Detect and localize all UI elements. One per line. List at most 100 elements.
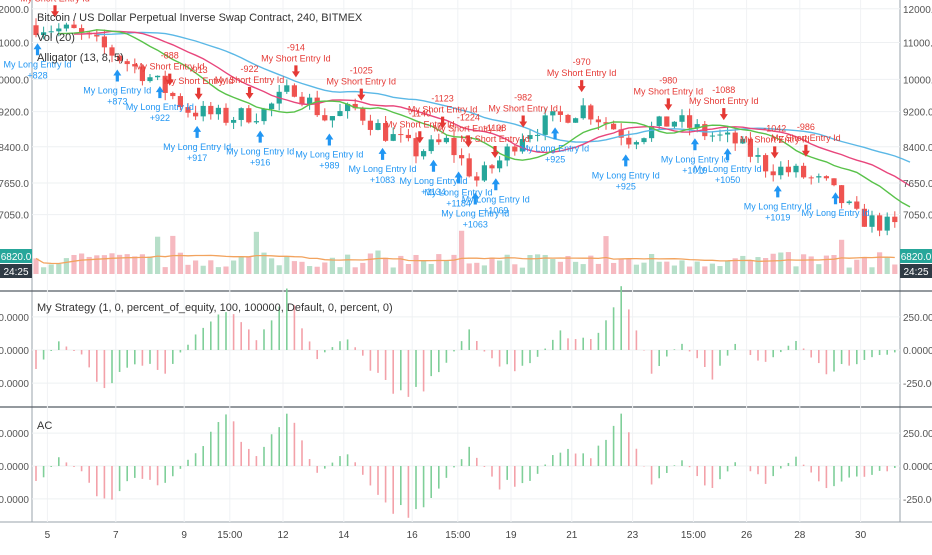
candle[interactable] bbox=[367, 114, 373, 136]
candle[interactable] bbox=[793, 163, 799, 178]
candle[interactable] bbox=[451, 130, 457, 163]
candle[interactable] bbox=[101, 29, 107, 55]
candle[interactable] bbox=[413, 132, 419, 164]
candle[interactable] bbox=[215, 104, 221, 120]
candle[interactable] bbox=[436, 133, 442, 145]
candle[interactable] bbox=[253, 113, 259, 125]
candle[interactable] bbox=[694, 119, 700, 133]
candle[interactable] bbox=[497, 156, 503, 173]
candle[interactable] bbox=[208, 102, 214, 120]
candle[interactable] bbox=[41, 26, 47, 40]
candle[interactable] bbox=[193, 105, 199, 120]
candle[interactable] bbox=[633, 140, 639, 150]
long-entry-marker[interactable]: My Long Entry Id+1069 bbox=[462, 178, 530, 215]
candle[interactable] bbox=[687, 108, 693, 136]
candle[interactable] bbox=[360, 106, 366, 126]
candle[interactable] bbox=[223, 103, 229, 126]
candle[interactable] bbox=[869, 210, 875, 233]
candle[interactable] bbox=[147, 73, 153, 83]
short-entry-marker[interactable]: My Short Entry Id-1042 bbox=[740, 123, 810, 159]
candle[interactable] bbox=[801, 162, 807, 179]
candle[interactable] bbox=[345, 102, 351, 119]
candle[interactable] bbox=[770, 164, 776, 182]
candle[interactable] bbox=[580, 98, 586, 120]
short-entry-marker[interactable]: My Short Entry Id-888 bbox=[135, 51, 205, 86]
candle[interactable] bbox=[63, 22, 69, 32]
candle[interactable] bbox=[618, 123, 624, 146]
candle[interactable] bbox=[322, 108, 328, 122]
candle[interactable] bbox=[177, 93, 183, 111]
candle[interactable] bbox=[375, 119, 381, 131]
candle[interactable] bbox=[626, 130, 632, 149]
candle[interactable] bbox=[33, 18, 39, 38]
short-entry-marker[interactable]: My Short Entry Id-1140 bbox=[385, 108, 455, 144]
candle[interactable] bbox=[238, 107, 244, 127]
long-entry-marker[interactable]: My Long Entry Id+1019 bbox=[661, 138, 729, 175]
candle[interactable] bbox=[785, 160, 791, 177]
long-entry-marker[interactable]: My Long Entry Id bbox=[801, 192, 870, 218]
candle[interactable] bbox=[519, 133, 525, 154]
short-entry-marker[interactable]: My Short Entry Id-1123 bbox=[408, 94, 478, 129]
candle[interactable] bbox=[48, 25, 54, 39]
candle[interactable] bbox=[512, 144, 518, 156]
candle[interactable] bbox=[747, 132, 753, 163]
candle[interactable] bbox=[132, 58, 138, 74]
candle[interactable] bbox=[854, 196, 860, 211]
candle[interactable] bbox=[466, 153, 472, 178]
candle[interactable] bbox=[390, 127, 396, 142]
candle[interactable] bbox=[139, 64, 145, 86]
long-entry-marker[interactable]: My Long Entry Id+873 bbox=[83, 69, 151, 106]
candle[interactable] bbox=[755, 147, 761, 163]
candle[interactable] bbox=[861, 203, 867, 227]
candle[interactable] bbox=[337, 103, 343, 117]
long-entry-marker[interactable]: My Long Entry Id+1050 bbox=[694, 148, 762, 185]
candle[interactable] bbox=[170, 91, 176, 100]
candle[interactable] bbox=[474, 172, 480, 187]
candle[interactable] bbox=[405, 129, 411, 142]
candle[interactable] bbox=[421, 149, 427, 160]
short-entry-marker[interactable]: My Short Entry Id-913 bbox=[164, 65, 234, 100]
candle[interactable] bbox=[877, 212, 883, 237]
short-entry-marker[interactable]: My Short Entry Id-1025 bbox=[327, 66, 397, 101]
long-entry-marker[interactable]: My Long Entry Id+925 bbox=[592, 154, 660, 191]
candle[interactable] bbox=[565, 113, 571, 124]
long-entry-marker[interactable]: My Long Entry Id+828 bbox=[3, 43, 72, 80]
candle[interactable] bbox=[459, 148, 465, 166]
short-entry-marker[interactable]: My Short Entry Id-982 bbox=[488, 92, 558, 128]
candle[interactable] bbox=[808, 175, 814, 185]
candle[interactable] bbox=[740, 136, 746, 145]
candle[interactable] bbox=[664, 116, 670, 127]
candle[interactable] bbox=[550, 111, 556, 122]
candle[interactable] bbox=[588, 103, 594, 125]
candle[interactable] bbox=[383, 115, 389, 142]
candle[interactable] bbox=[162, 70, 168, 101]
candle[interactable] bbox=[763, 153, 769, 178]
short-entry-marker[interactable]: My Short Entry Id-980 bbox=[634, 75, 704, 111]
candle[interactable] bbox=[778, 161, 784, 180]
long-entry-marker[interactable]: My Long Entry Id+1184 bbox=[425, 171, 493, 208]
short-entry-marker[interactable]: My Short Entry Id-986 bbox=[771, 122, 841, 157]
short-entry-marker[interactable]: My Short Entry Id-914 bbox=[261, 42, 331, 78]
candlestick-series[interactable] bbox=[33, 18, 898, 237]
candle[interactable] bbox=[557, 105, 563, 122]
candle[interactable] bbox=[846, 200, 852, 205]
candle[interactable] bbox=[307, 93, 313, 110]
candle[interactable] bbox=[185, 102, 191, 118]
candle[interactable] bbox=[284, 79, 290, 94]
candle[interactable] bbox=[527, 129, 533, 143]
candle[interactable] bbox=[679, 109, 685, 128]
candle[interactable] bbox=[725, 126, 731, 143]
candle[interactable] bbox=[428, 135, 434, 154]
candle[interactable] bbox=[398, 127, 404, 143]
trade-markers[interactable]: My Long Entry Id+828 My Long Entry Id+873… bbox=[3, 0, 869, 230]
short-entry-marker[interactable]: My Short Entry Id-970 bbox=[547, 57, 617, 93]
long-entry-marker[interactable]: My Long Entry Id+925 bbox=[521, 127, 589, 164]
short-entry-marker[interactable]: My Short Entry Id-1108 bbox=[460, 123, 530, 159]
long-entry-marker[interactable]: My Long Entry Id+1083 bbox=[349, 147, 417, 185]
short-entry-marker[interactable]: My Short Entry Id-1224 bbox=[434, 112, 504, 148]
candle[interactable] bbox=[732, 128, 738, 151]
candle[interactable] bbox=[641, 137, 647, 145]
short-entry-marker[interactable]: My Short Entry Id-1041 bbox=[20, 0, 90, 18]
candle[interactable] bbox=[816, 173, 822, 183]
candle[interactable] bbox=[892, 211, 898, 228]
